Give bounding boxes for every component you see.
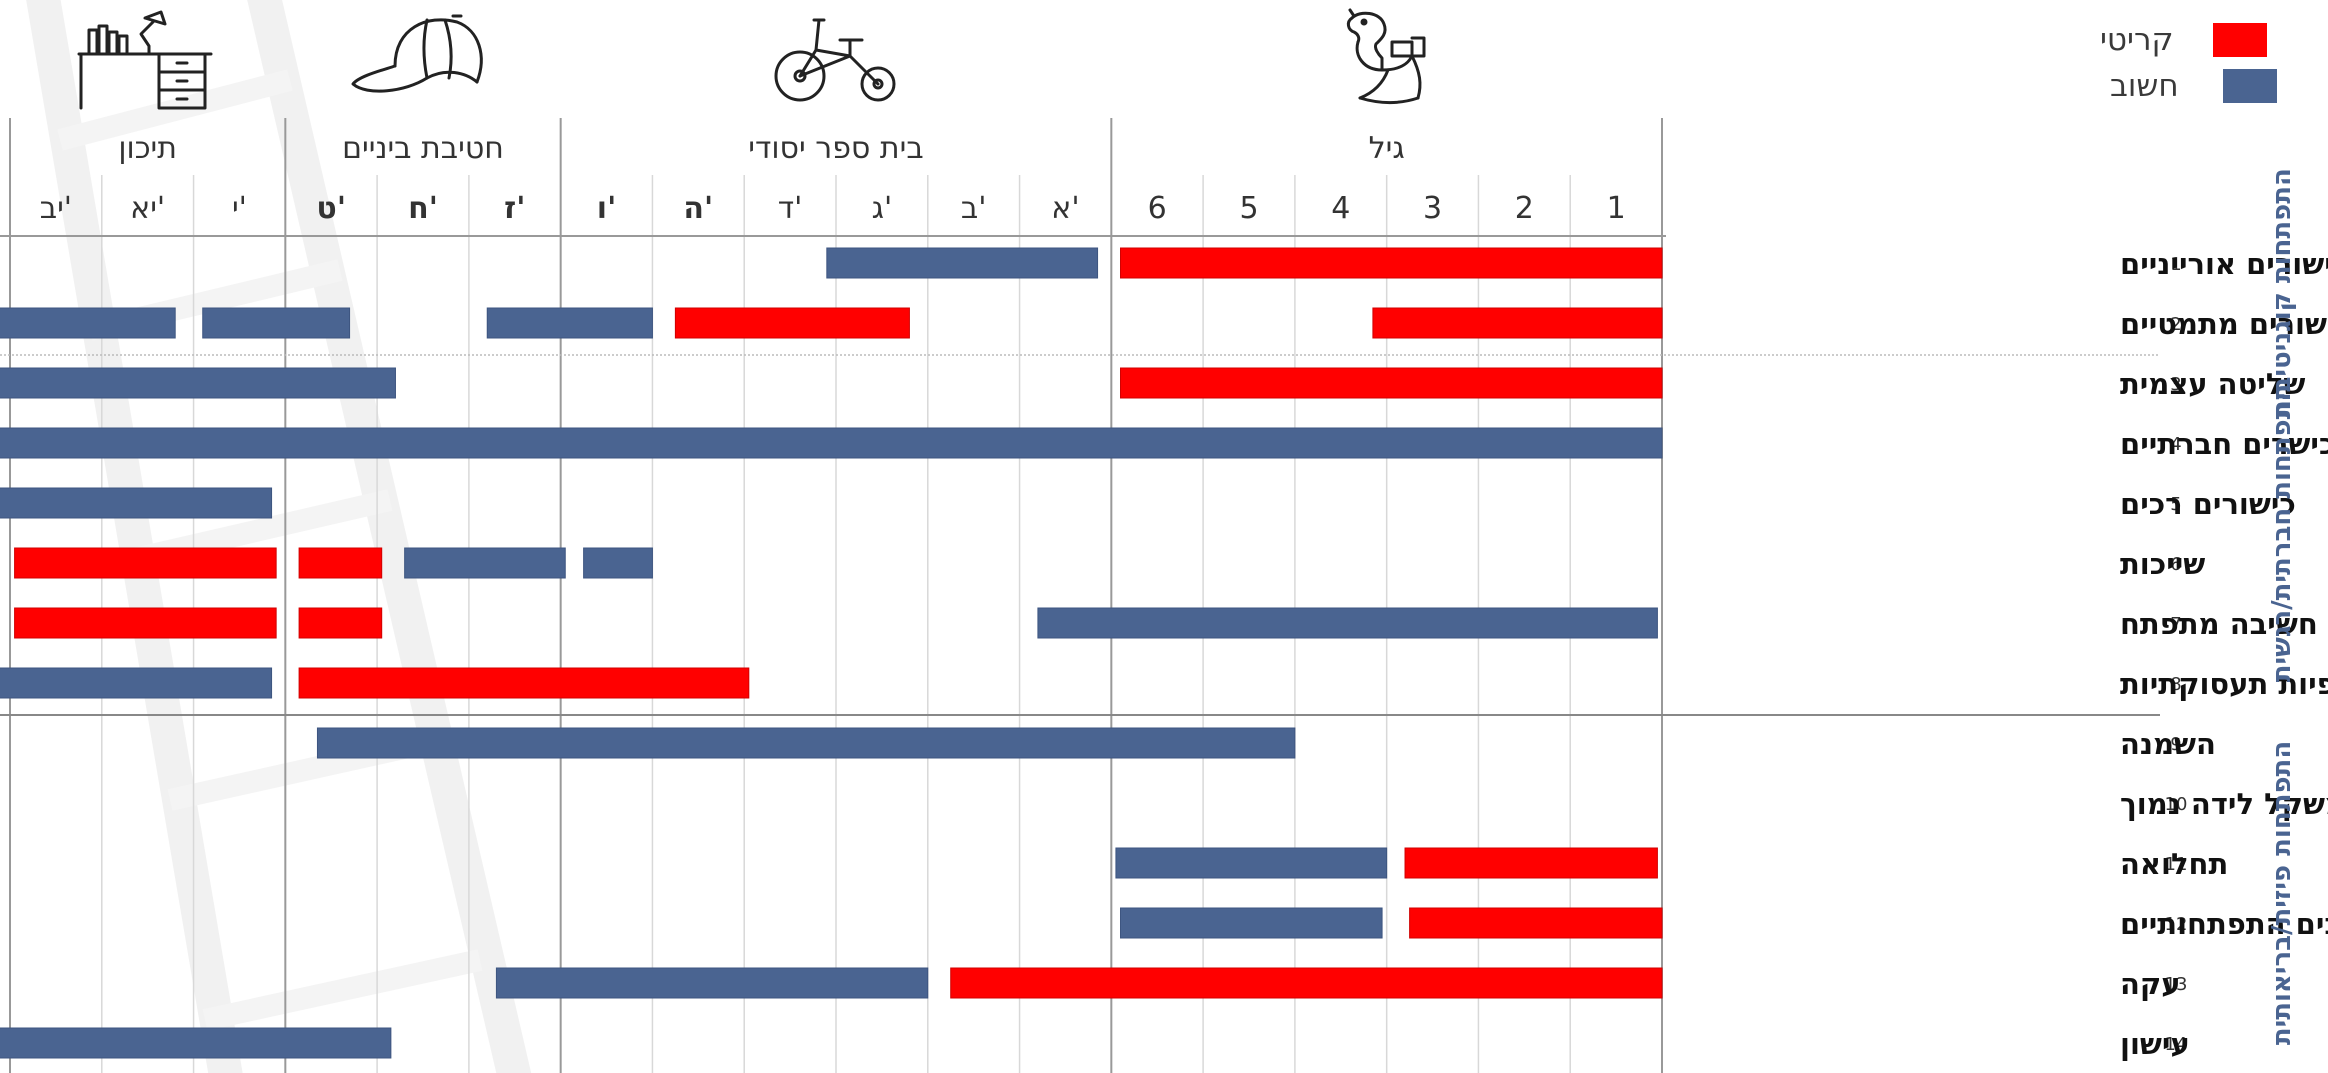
row-label: תחלואה [2120,847,2228,881]
bars-layer [0,247,1663,1059]
row-label: עקה [2120,967,2181,1001]
row-number: 5 [2170,494,2181,515]
row-group-label: התפתחות קוגניטיבית [2267,168,2297,418]
row-label: שייכות [2120,547,2205,581]
bar-important [583,547,653,579]
row-number: 4 [2170,434,2181,455]
row-number: 1 [2170,254,2181,275]
legend-swatch-important [2222,69,2277,103]
desk-icon [77,10,213,110]
row-number: 11 [2165,854,2188,875]
row-label: כישרים חברתיים [2120,427,2328,461]
legend-item-important: חשוב [2110,68,2277,104]
bar-important [316,727,1296,759]
row-group-label: התפתחות פיזית/בריאותית [2267,741,2297,1045]
row-number: 12 [2165,914,2188,935]
bar-critical [298,547,383,579]
x-tick-label: 4 [1331,191,1350,226]
legend-item-critical: קריטי [2100,22,2268,58]
x-group-label: גיל [1369,131,1405,166]
x-group-label: בית ספר יסודי [748,131,923,166]
x-tick-label: 6 [1148,191,1167,226]
row-number: 9 [2170,734,2181,755]
x-tick-label: ב' [961,191,987,226]
row-label: שאיפות וציפיות תעסוקתיות [2120,667,2328,701]
background-decoration [26,0,532,1073]
x-group-label: תיכון [118,131,177,166]
bar-important [202,307,351,339]
bar-critical [14,547,277,579]
x-tick-label: 2 [1515,191,1534,226]
bar-important [0,427,1663,459]
rocking-horse-icon [1346,8,1426,104]
x-tick-label: 5 [1239,191,1258,226]
bar-critical [1120,367,1663,399]
legend-swatch-critical [2213,23,2268,57]
bar-important [404,547,566,579]
row-label: משקל לידה נמוך [2120,787,2328,821]
row-number: 7 [2170,614,2181,635]
row-number: 14 [2165,1034,2188,1055]
x-tick-label: ג' [872,191,893,226]
bar-important [0,307,176,339]
row-label: כישורים רכים [2120,487,2296,521]
row-group-label: התפתחות חברתית/רגשית [2267,384,2297,683]
x-tick-label: 1 [1607,191,1626,226]
row-label: השמנה [2120,727,2216,761]
bar-important [1037,607,1658,639]
cap-icon [351,14,483,93]
x-tick-label: ו' [597,191,617,226]
bar-important [1115,847,1388,879]
legend-label-important: חשוב [2110,68,2179,104]
bar-important [0,487,273,519]
x-tick-label: יב' [40,191,72,226]
x-tick-label: 3 [1423,191,1442,226]
bar-important [826,247,1099,279]
row-number: 6 [2170,554,2181,575]
bar-critical [674,307,910,339]
x-group-label: חטיבת ביניים [342,131,504,166]
bar-important [0,367,396,399]
x-tick-label: ה' [683,191,713,226]
row-label: כישורים אורייניים [2120,247,2328,281]
row-label: שליטה עצמית [2120,367,2305,401]
row-label: עישון [2120,1027,2190,1061]
row-number: 13 [2165,974,2188,995]
row-number: 3 [2170,374,2181,395]
bar-critical [1372,307,1663,339]
row-number: 10 [2165,794,2188,815]
bar-critical [1404,847,1658,879]
row-label: כישורים מתמטיים [2120,307,2328,341]
x-tick-label: ד' [778,191,803,226]
legend-label-critical: קריטי [2100,22,2174,58]
bar-critical [1409,907,1663,939]
bar-important [0,1027,392,1059]
bar-critical [298,607,383,639]
x-tick-label: י' [232,191,247,226]
x-tick-label: א' [1051,191,1079,226]
row-label: עיכובים התפתחותיים [2120,907,2328,941]
bar-critical [950,967,1663,999]
bar-important [1120,907,1383,939]
tricycle-icon [774,18,896,102]
bar-critical [14,607,277,639]
x-tick-label: ז' [504,191,525,226]
x-tick-label: ח' [408,191,438,226]
x-tick-label: יא' [130,191,165,226]
row-label: דפוס חשיבה מתפתח [2120,607,2328,641]
bar-critical [1120,247,1663,279]
row-number: 8 [2170,674,2181,695]
bar-critical [298,667,750,699]
row-number: 2 [2170,314,2181,335]
bar-important [0,667,273,699]
x-tick-label: ט' [316,191,346,226]
bar-important [495,967,929,999]
bar-important [486,307,653,339]
